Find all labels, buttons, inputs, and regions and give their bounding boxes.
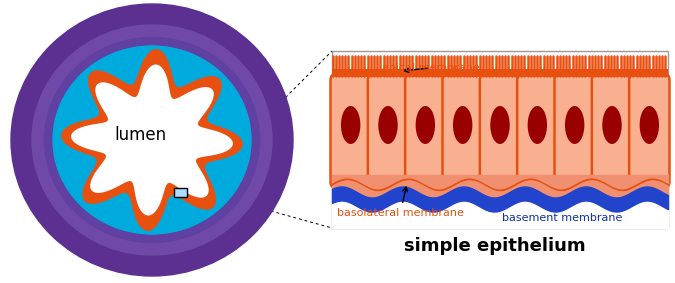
FancyBboxPatch shape (592, 74, 632, 188)
Ellipse shape (490, 106, 510, 144)
Ellipse shape (602, 106, 622, 144)
Bar (332, 71, 668, 195)
Bar (332, 51, 668, 228)
Ellipse shape (378, 106, 398, 144)
Text: simple epithelium: simple epithelium (404, 237, 586, 255)
Ellipse shape (453, 106, 472, 144)
FancyBboxPatch shape (517, 74, 558, 188)
Ellipse shape (11, 4, 293, 276)
Ellipse shape (528, 106, 547, 144)
Ellipse shape (32, 25, 272, 255)
Bar (332, 69, 668, 77)
FancyBboxPatch shape (405, 74, 446, 188)
Text: basement membrane: basement membrane (502, 213, 622, 223)
FancyBboxPatch shape (368, 74, 408, 188)
Ellipse shape (565, 106, 585, 144)
Polygon shape (61, 49, 243, 231)
Text: apical membrane: apical membrane (382, 63, 480, 73)
Ellipse shape (640, 106, 659, 144)
Polygon shape (71, 65, 233, 216)
FancyBboxPatch shape (629, 74, 670, 188)
Ellipse shape (45, 38, 259, 243)
FancyBboxPatch shape (480, 74, 520, 188)
Ellipse shape (416, 106, 435, 144)
FancyBboxPatch shape (554, 74, 595, 188)
FancyBboxPatch shape (331, 74, 371, 188)
Text: lumen: lumen (114, 126, 166, 144)
FancyBboxPatch shape (443, 74, 483, 188)
Ellipse shape (341, 106, 360, 144)
Text: basolateral membrane: basolateral membrane (337, 187, 464, 218)
Bar (173, 188, 186, 196)
Ellipse shape (53, 46, 251, 234)
